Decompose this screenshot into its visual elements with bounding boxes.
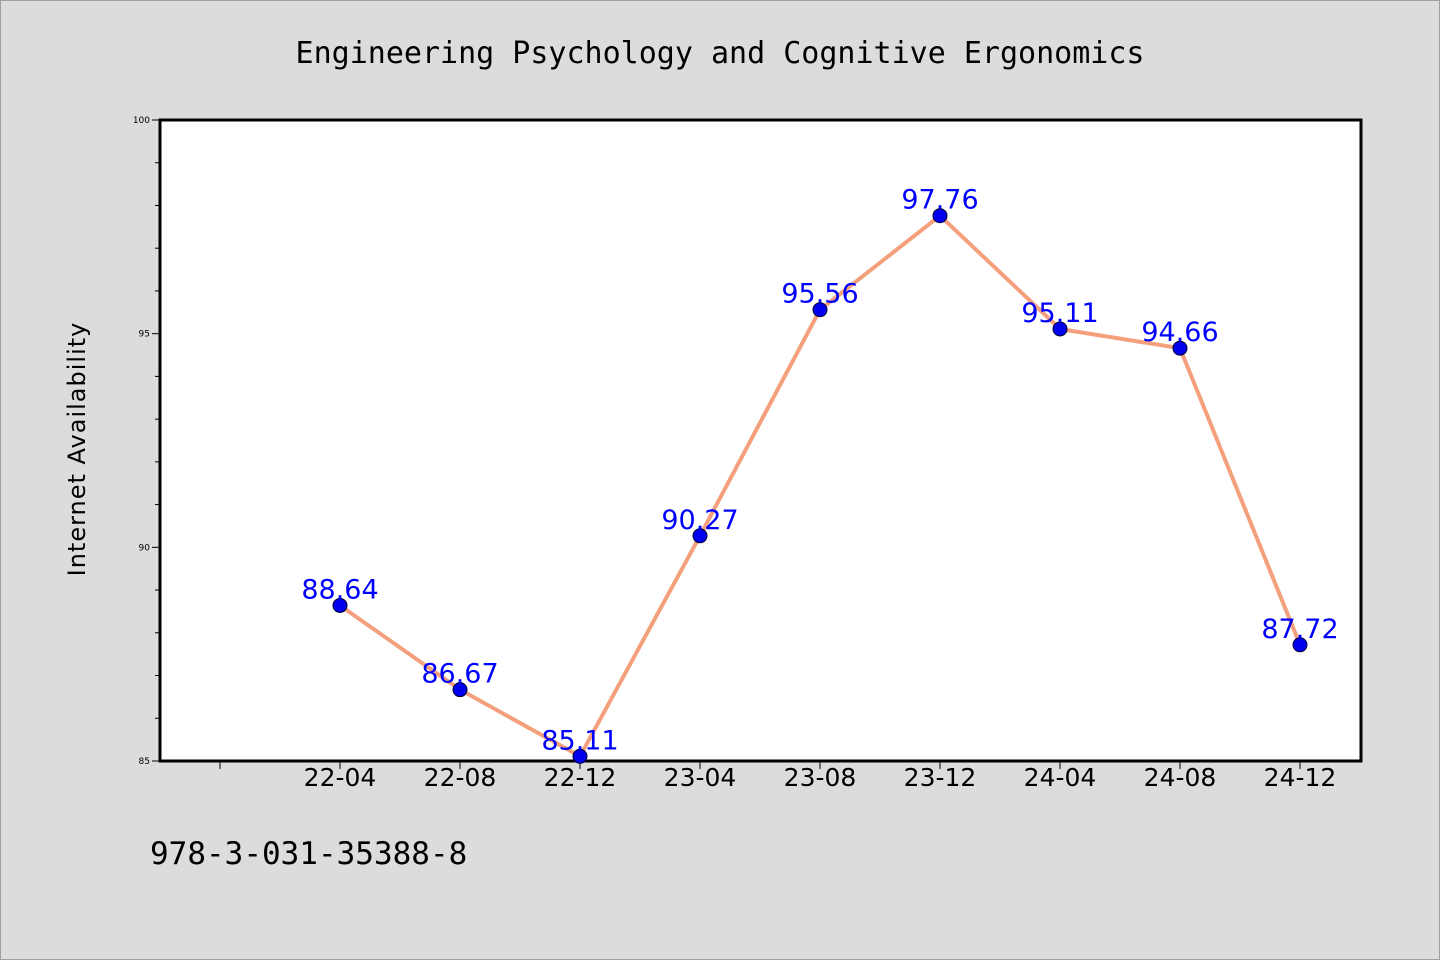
data-point-marker	[572, 748, 588, 764]
data-label: 94.66	[1141, 317, 1218, 348]
x-tick-label: 23-04	[664, 763, 737, 792]
data-point-marker	[812, 302, 828, 318]
data-point-marker	[1292, 637, 1308, 653]
y-tick-label: 85	[139, 757, 150, 767]
y-axis-ticks: 85 90 95 100	[133, 116, 160, 767]
data-point-marker	[932, 208, 948, 224]
data-point-marker	[1052, 321, 1068, 337]
x-axis-ticks: 22-04 22-08 22-12 23-04 23-08 23-12 24-04 24-08…	[219, 761, 1337, 792]
footer-isbn-text: 978-3-031-35388-8	[150, 836, 467, 872]
data-labels-group: 88.64 86.67 85.11 90.27 95.56 97.76 95.11 94.66…	[301, 185, 1338, 757]
x-tick-label: 23-12	[904, 763, 977, 792]
x-tick-label: 24-12	[1264, 763, 1337, 792]
x-tick-label: 24-04	[1024, 763, 1097, 792]
data-label: 85.11	[541, 725, 618, 756]
y-tick-label: 100	[133, 116, 150, 126]
x-tick-label: 22-12	[544, 763, 617, 792]
x-tick-label: 23-08	[784, 763, 857, 792]
y-axis-label: Internet Availability	[63, 322, 91, 577]
chart-title: Engineering Psychology and Cognitive Erg…	[296, 36, 1145, 71]
x-tick-label: 22-08	[424, 763, 497, 792]
x-tick-label: 22-04	[304, 763, 377, 792]
data-label: 88.64	[301, 574, 378, 605]
data-point-marker	[692, 528, 708, 544]
data-label: 86.67	[421, 659, 498, 690]
y-tick-label: 90	[139, 543, 151, 553]
data-label: 87.72	[1261, 614, 1338, 645]
data-label: 95.56	[781, 279, 858, 310]
y-tick-label: 95	[139, 330, 150, 340]
series-line-group	[332, 208, 1308, 764]
data-point-marker	[1172, 340, 1188, 356]
data-point-marker	[452, 682, 468, 698]
data-label: 90.27	[661, 505, 738, 536]
data-label: 97.76	[901, 185, 978, 216]
plot-area	[158, 118, 1363, 763]
x-tick-label: 24-08	[1144, 763, 1217, 792]
data-label: 95.11	[1021, 298, 1098, 329]
data-point-marker	[332, 597, 348, 613]
